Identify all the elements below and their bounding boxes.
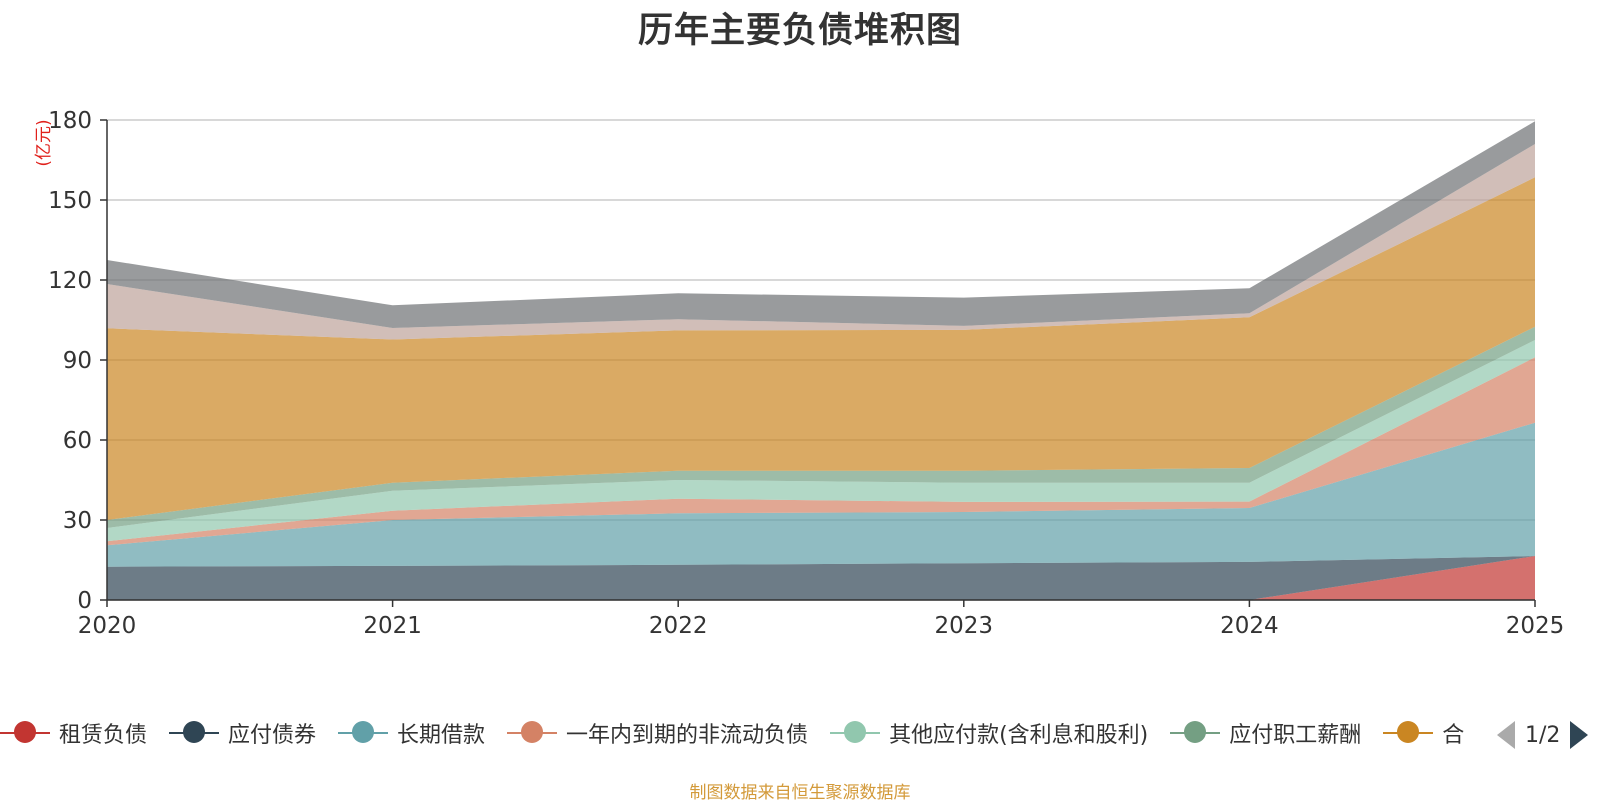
pager-prev-icon[interactable] [1497, 721, 1515, 749]
y-axis-unit-label: (亿元) [34, 119, 54, 166]
area-其他应付款(含利息和股利)[interactable] [107, 340, 1535, 542]
pager-next-icon[interactable] [1570, 721, 1589, 749]
y-tick-label: 90 [63, 348, 92, 374]
legend-label: 应付职工薪酬 [1229, 723, 1362, 748]
area-合同负债[interactable] [107, 177, 1535, 521]
legend-label: 其他应付款(含利息和股利) [889, 723, 1149, 748]
x-tick-label: 2022 [649, 613, 708, 639]
legend-dot-icon [521, 721, 544, 743]
data-source-note: 制图数据来自恒生聚源数据库 [689, 783, 911, 803]
legend-dot-icon [352, 721, 375, 743]
area-租赁负债[interactable] [107, 556, 1535, 600]
legend-dot-icon [1184, 721, 1207, 743]
y-tick-label: 180 [48, 108, 92, 134]
area-应付账款[interactable] [107, 144, 1535, 340]
x-tick-label: 2021 [363, 613, 422, 639]
legend-dot-icon [1397, 721, 1420, 743]
y-tick-label: 150 [48, 188, 92, 214]
area-一年内到期的非流动负债[interactable] [107, 357, 1535, 546]
legend-dot-icon [844, 721, 867, 743]
y-tick-label: 0 [77, 588, 92, 614]
y-tick-label: 30 [63, 508, 92, 534]
x-tick-label: 2025 [1506, 613, 1565, 639]
legend-dot-icon [183, 721, 206, 743]
legend: 租赁负债 应付债券 长期借款 一年内到期的非流动负债 其他应付款(含利息和股利) 应付职工… [0, 712, 1465, 754]
x-tick-label: 2023 [935, 613, 994, 639]
legend-pager: 1/2 [1497, 718, 1589, 752]
area-应付职工薪酬[interactable] [107, 326, 1535, 528]
legend-dot-icon [14, 721, 36, 743]
chart-title: 历年主要负债堆积图 [637, 11, 962, 51]
legend-label: 长期借款 [397, 723, 486, 748]
legend-label: 一年内到期的非流动负债 [566, 723, 809, 748]
legend-label: 应付债券 [228, 723, 317, 748]
area-series [107, 121, 1535, 600]
axes: 0 30 60 90 120 150 180 2020 2021 2022 2023 2024 2025 [48, 108, 1564, 639]
y-tick-label: 120 [48, 268, 92, 294]
legend-label: 租赁负债 [59, 723, 148, 748]
y-tick-label: 60 [63, 428, 92, 454]
legend-label: 合同负债 [1442, 723, 1465, 748]
pager-text: 1/2 [1525, 722, 1561, 748]
x-tick-label: 2024 [1220, 613, 1279, 639]
x-tick-label: 2020 [78, 613, 137, 639]
area-长期借款[interactable] [107, 422, 1535, 567]
area-应付债券[interactable] [107, 556, 1535, 600]
